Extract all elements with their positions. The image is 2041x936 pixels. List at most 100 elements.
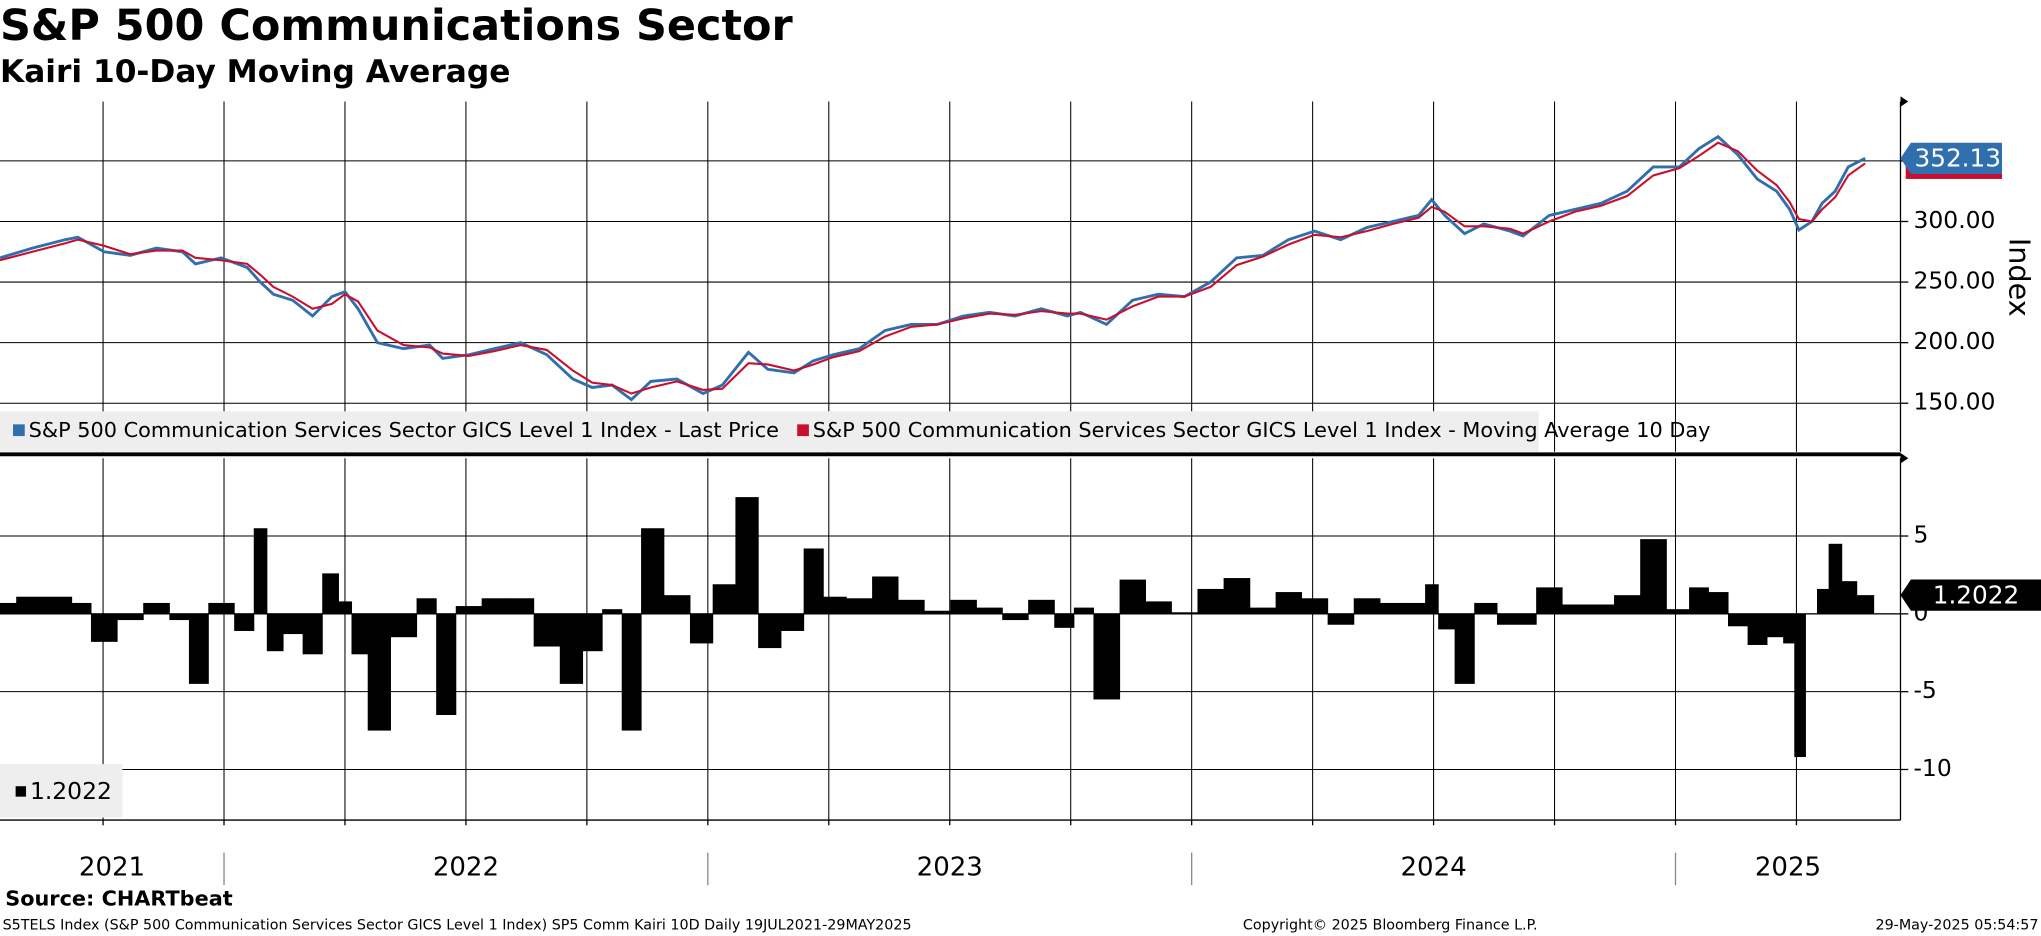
bar — [1353, 598, 1381, 614]
bar — [689, 613, 714, 644]
bar — [1689, 587, 1709, 614]
bar — [1275, 592, 1303, 614]
bar — [302, 613, 323, 655]
bar — [533, 613, 561, 647]
y-axis-arrow — [1900, 96, 1909, 107]
y-axis-label: Index — [2003, 238, 2037, 317]
y-tick-label: 5 — [1913, 521, 1928, 549]
bar — [846, 598, 873, 614]
last-value-label: 1.2022 — [1933, 580, 2020, 609]
bar — [1817, 588, 1830, 614]
bar — [602, 609, 623, 614]
bar — [436, 613, 457, 716]
x-tick-label: 2021 — [79, 853, 145, 883]
bar — [1425, 584, 1439, 614]
last-value-box — [1900, 579, 2041, 611]
bar — [253, 528, 268, 614]
bar — [90, 613, 118, 642]
y-tick-label: -5 — [1913, 676, 1936, 704]
bar — [1783, 613, 1795, 644]
bar — [976, 607, 1003, 614]
footer-right: 29-May-2025 05:54:57 — [1875, 918, 2038, 934]
bar — [1856, 595, 1875, 614]
footer-center: Copyright© 2025 Bloomberg Finance L.P. — [1243, 918, 1538, 934]
bar — [1474, 602, 1498, 614]
bar — [322, 573, 339, 614]
bar — [559, 613, 584, 684]
footer-left: S5TELS Index (S&P 500 Communication Serv… — [3, 918, 912, 934]
legend-swatch — [797, 424, 809, 437]
bar — [1249, 607, 1277, 614]
bar — [1327, 613, 1355, 625]
y-tick-label: -10 — [1913, 754, 1951, 782]
bar — [735, 497, 759, 614]
bar — [1828, 543, 1843, 614]
bar — [416, 598, 437, 614]
bar — [641, 528, 665, 614]
bar — [950, 599, 977, 614]
bar — [1516, 613, 1537, 625]
x-tick-label: 2023 — [917, 853, 983, 883]
bar — [1171, 612, 1198, 614]
bar — [1841, 581, 1858, 614]
last-value-label: 352.13 — [1915, 144, 2002, 173]
bar — [823, 596, 847, 614]
y-axis-arrow — [1900, 452, 1909, 464]
bar — [1093, 613, 1121, 700]
bar — [1747, 613, 1768, 645]
bar — [338, 601, 353, 614]
legend-swatch — [15, 786, 27, 797]
bar — [1002, 613, 1029, 621]
bar — [1223, 578, 1251, 614]
bar — [1794, 613, 1806, 758]
price-line — [0, 134, 1866, 402]
price-line — [0, 141, 1866, 395]
bar — [1562, 604, 1589, 614]
bar — [266, 613, 284, 652]
bar — [1073, 607, 1094, 614]
x-tick-label: 2022 — [433, 853, 499, 883]
bar — [1614, 595, 1641, 614]
bar — [1666, 609, 1690, 614]
bar — [507, 598, 535, 614]
bar — [1640, 539, 1667, 614]
y-tick-label: 200.00 — [1913, 327, 1995, 355]
bar — [582, 613, 603, 652]
bar — [1028, 599, 1055, 614]
bar — [897, 599, 925, 614]
bar — [1301, 598, 1329, 614]
bar — [390, 613, 418, 638]
bar — [1766, 613, 1784, 638]
bar — [208, 602, 235, 614]
y-tick-label: 250.00 — [1913, 267, 1995, 295]
legend-label: S&P 500 Communication Services Sector GI… — [813, 418, 1711, 442]
bar — [455, 606, 483, 614]
bar — [712, 584, 736, 614]
bar — [117, 613, 144, 621]
legend-swatch — [13, 424, 25, 437]
bar — [1454, 613, 1475, 684]
bar — [0, 602, 17, 614]
bar — [1379, 602, 1407, 614]
bar — [351, 613, 369, 655]
bar — [367, 613, 391, 731]
chart-subtitle: Kairi 10-Day Moving Average — [0, 54, 510, 90]
bar — [758, 613, 782, 649]
bar — [143, 602, 170, 614]
x-tick-label: 2025 — [1755, 853, 1821, 883]
bar — [1536, 587, 1563, 614]
bar — [924, 610, 951, 614]
bar — [872, 576, 899, 614]
x-tick-label: 2024 — [1400, 853, 1466, 883]
bar — [1405, 602, 1426, 614]
legend-label: S&P 500 Communication Services Sector GI… — [29, 418, 779, 442]
bar — [1145, 601, 1172, 614]
bar — [48, 596, 73, 614]
bar — [1054, 613, 1075, 628]
bar — [1119, 579, 1146, 614]
bar — [621, 613, 642, 731]
y-tick-label: 300.00 — [1913, 206, 1995, 234]
